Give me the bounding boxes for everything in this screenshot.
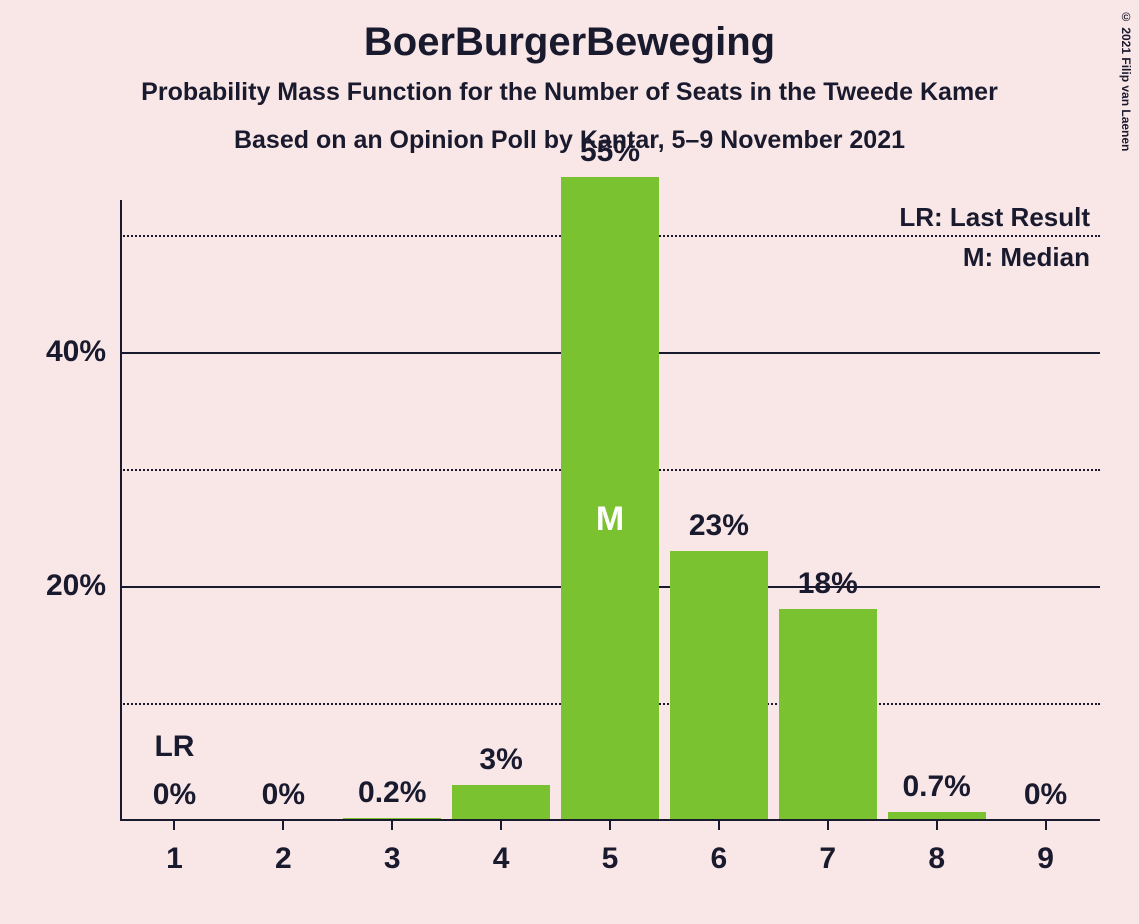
x-axis-tick [936,820,938,830]
x-axis-tick [827,820,829,830]
bar-value-label: 3% [479,743,522,777]
x-axis-label: 2 [275,842,292,876]
x-axis-label: 1 [166,842,183,876]
x-axis-tick [718,820,720,830]
x-axis-tick [609,820,611,830]
y-axis [120,200,122,820]
median-marker: M [596,500,624,539]
chart-subtitle-2: Based on an Opinion Poll by Kantar, 5–9 … [0,126,1139,155]
bar-value-label: 0% [262,778,305,812]
x-axis-label: 9 [1037,842,1054,876]
y-axis-label: 40% [46,335,106,369]
bar-value-label: 55% [580,135,640,169]
bar [670,551,768,820]
x-axis-tick [391,820,393,830]
chart-subtitle-1: Probability Mass Function for the Number… [0,78,1139,107]
x-axis-label: 3 [384,842,401,876]
bar-value-label: 0.7% [902,770,970,804]
legend-median: M: Median [963,242,1090,273]
bar-value-label: 0.2% [358,776,426,810]
x-axis-tick [500,820,502,830]
chart-title: BoerBurgerBeweging [0,20,1139,65]
x-axis-label: 8 [928,842,945,876]
x-axis-label: 6 [711,842,728,876]
bar [452,785,550,820]
chart-plot-area: 0%LR0%0.2%3%55%M23%18%0.7%0% [120,200,1100,820]
y-axis-label: 20% [46,569,106,603]
bar [779,609,877,820]
copyright-text: © 2021 Filip van Laenen [1119,10,1133,151]
legend-lr: LR: Last Result [899,202,1090,233]
x-axis-tick [1045,820,1047,830]
x-axis-label: 7 [819,842,836,876]
bar-value-label: 0% [1024,778,1067,812]
bar [561,177,659,820]
x-axis-tick [173,820,175,830]
bar-value-label: 0% [153,778,196,812]
last-result-marker: LR [154,730,194,764]
x-axis-label: 4 [493,842,510,876]
bar-value-label: 18% [798,567,858,601]
bar-value-label: 23% [689,509,749,543]
x-axis-label: 5 [602,842,619,876]
x-axis-tick [282,820,284,830]
